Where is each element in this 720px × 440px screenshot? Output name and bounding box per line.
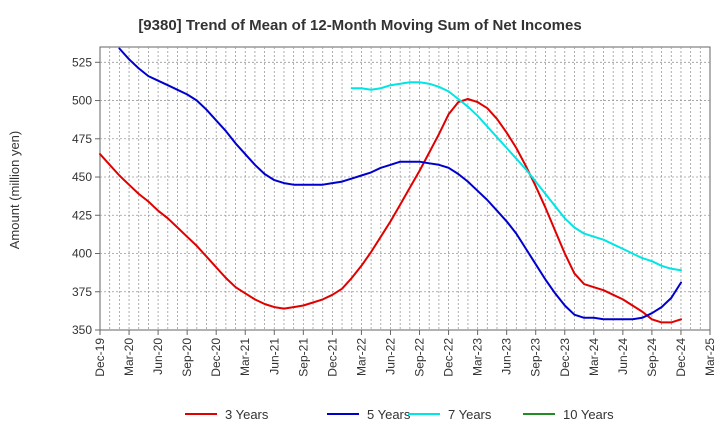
y-axis-ticks: 350 375 400 425 450 475 500 525 — [72, 55, 100, 337]
x-tick-label: Mar-20 — [122, 338, 136, 376]
y-tick-label: 425 — [72, 208, 92, 222]
series-line-7-years — [350, 81, 682, 272]
x-tick-label: Mar-21 — [238, 338, 252, 376]
legend-label-10-years: 10 Years — [563, 407, 614, 422]
series-lines — [99, 47, 682, 324]
x-tick-label: Dec-19 — [93, 338, 107, 377]
y-tick-label: 475 — [72, 132, 92, 146]
series-line-5-years — [118, 47, 682, 321]
x-tick-label: Jun-22 — [383, 338, 397, 375]
x-tick-label: Jun-21 — [267, 338, 281, 375]
y-tick-label: 450 — [72, 170, 92, 184]
x-tick-label: Sep-22 — [413, 338, 427, 377]
x-tick-label: Dec-20 — [209, 338, 223, 377]
legend-label-7-years: 7 Years — [448, 407, 492, 422]
y-tick-label: 525 — [72, 55, 92, 69]
x-tick-label: Dec-23 — [558, 338, 572, 377]
y-tick-label: 350 — [72, 323, 92, 337]
x-tick-label: Jun-23 — [500, 338, 514, 375]
x-tick-label: Sep-24 — [645, 338, 659, 377]
legend: 3 Years 5 Years 7 Years 10 Years — [185, 407, 614, 422]
y-axis-label: Amount (million yen) — [7, 131, 22, 250]
chart-title: [9380] Trend of Mean of 12-Month Moving … — [138, 17, 581, 34]
y-tick-label: 500 — [72, 94, 92, 108]
x-tick-label: Jun-20 — [151, 338, 165, 375]
series-line-3-years — [99, 98, 682, 324]
legend-label-3-years: 3 Years — [225, 407, 269, 422]
x-tick-label: Dec-24 — [674, 338, 688, 377]
x-tick-label: Sep-20 — [180, 338, 194, 377]
x-tick-label: Mar-23 — [471, 338, 485, 376]
y-tick-label: 375 — [72, 285, 92, 299]
x-tick-label: Dec-22 — [442, 338, 456, 377]
x-tick-label: Dec-21 — [325, 338, 339, 377]
x-tick-label: Jun-24 — [616, 338, 630, 375]
x-tick-label: Mar-25 — [703, 338, 717, 376]
x-tick-label: Sep-21 — [296, 338, 310, 377]
x-tick-label: Sep-23 — [529, 338, 543, 377]
x-axis-ticks: Dec-19 Mar-20 Jun-20 Sep-20 Dec-20 Mar-21 Jun-… — [93, 330, 717, 377]
y-tick-label: 400 — [72, 247, 92, 261]
plot-border — [99, 46, 711, 331]
x-tick-label: Mar-24 — [587, 338, 601, 376]
plot-area — [99, 46, 711, 331]
grid-lines — [100, 47, 710, 330]
legend-label-5-years: 5 Years — [367, 407, 411, 422]
x-tick-label: Mar-22 — [354, 338, 368, 376]
